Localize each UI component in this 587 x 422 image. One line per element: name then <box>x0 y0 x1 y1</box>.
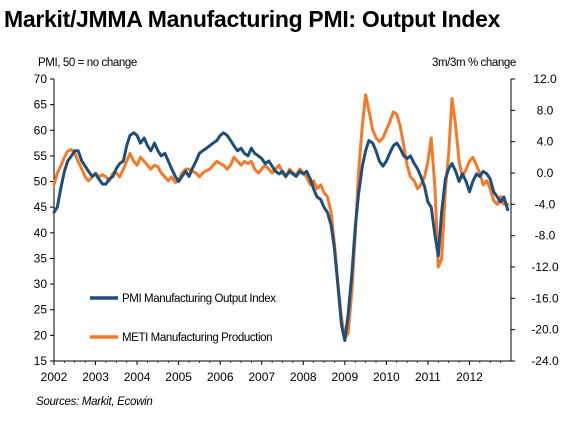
left-tick-label: 45 <box>34 200 48 214</box>
right-tick-label: -16.0 <box>531 291 559 305</box>
right-tick-label: -8.0 <box>535 229 556 243</box>
left-tick-label: 55 <box>34 149 48 163</box>
left-tick-label: 50 <box>34 175 48 189</box>
x-tick-label: 2003 <box>82 370 109 384</box>
x-tick-label: 2006 <box>207 370 234 384</box>
source-note: Sources: Markit, Ecowin <box>36 396 153 408</box>
right-axis-label: 3m/3m % change <box>432 57 516 69</box>
left-tick-label: 15 <box>34 354 48 368</box>
left-tick-label: 65 <box>34 98 48 112</box>
right-tick-label: -24.0 <box>531 354 559 368</box>
left-tick-label: 35 <box>34 251 48 265</box>
right-tick-label: 12.0 <box>533 72 557 86</box>
right-tick-label: -12.0 <box>531 260 559 274</box>
pmi-output-line <box>52 131 510 342</box>
legend-pmi-label: PMI Manufacturing Output Index <box>122 293 276 305</box>
left-axis-label: PMI, 50 = no change <box>38 57 137 69</box>
x-tick-label: 2009 <box>331 370 358 384</box>
right-tick-label: -20.0 <box>531 323 559 337</box>
left-tick-label: 40 <box>34 226 48 240</box>
x-tick-label: 2012 <box>456 370 483 384</box>
x-tick-label: 2010 <box>373 370 400 384</box>
left-tick-label: 30 <box>34 277 48 291</box>
right-tick-label: 0.0 <box>537 166 554 180</box>
x-tick-label: 2008 <box>290 370 317 384</box>
meti-production-line <box>52 93 510 339</box>
chart-title: Markit/JMMA Manufacturing PMI: Output In… <box>4 6 501 32</box>
x-tick-label: 2005 <box>165 370 192 384</box>
left-tick-label: 25 <box>34 303 48 317</box>
x-tick-label: 2007 <box>248 370 275 384</box>
right-tick-label: 8.0 <box>537 103 554 117</box>
x-tick-label: 2011 <box>415 370 441 384</box>
right-tick-label: 4.0 <box>537 135 554 149</box>
left-tick-label: 70 <box>34 72 48 86</box>
left-tick-label: 20 <box>34 328 48 342</box>
left-tick-label: 60 <box>34 123 48 137</box>
legend-meti-label: METI Manufacturing Production <box>122 332 272 344</box>
x-tick-label: 2002 <box>41 370 68 384</box>
right-tick-label: -4.0 <box>535 197 556 211</box>
x-tick-label: 2004 <box>124 370 151 384</box>
